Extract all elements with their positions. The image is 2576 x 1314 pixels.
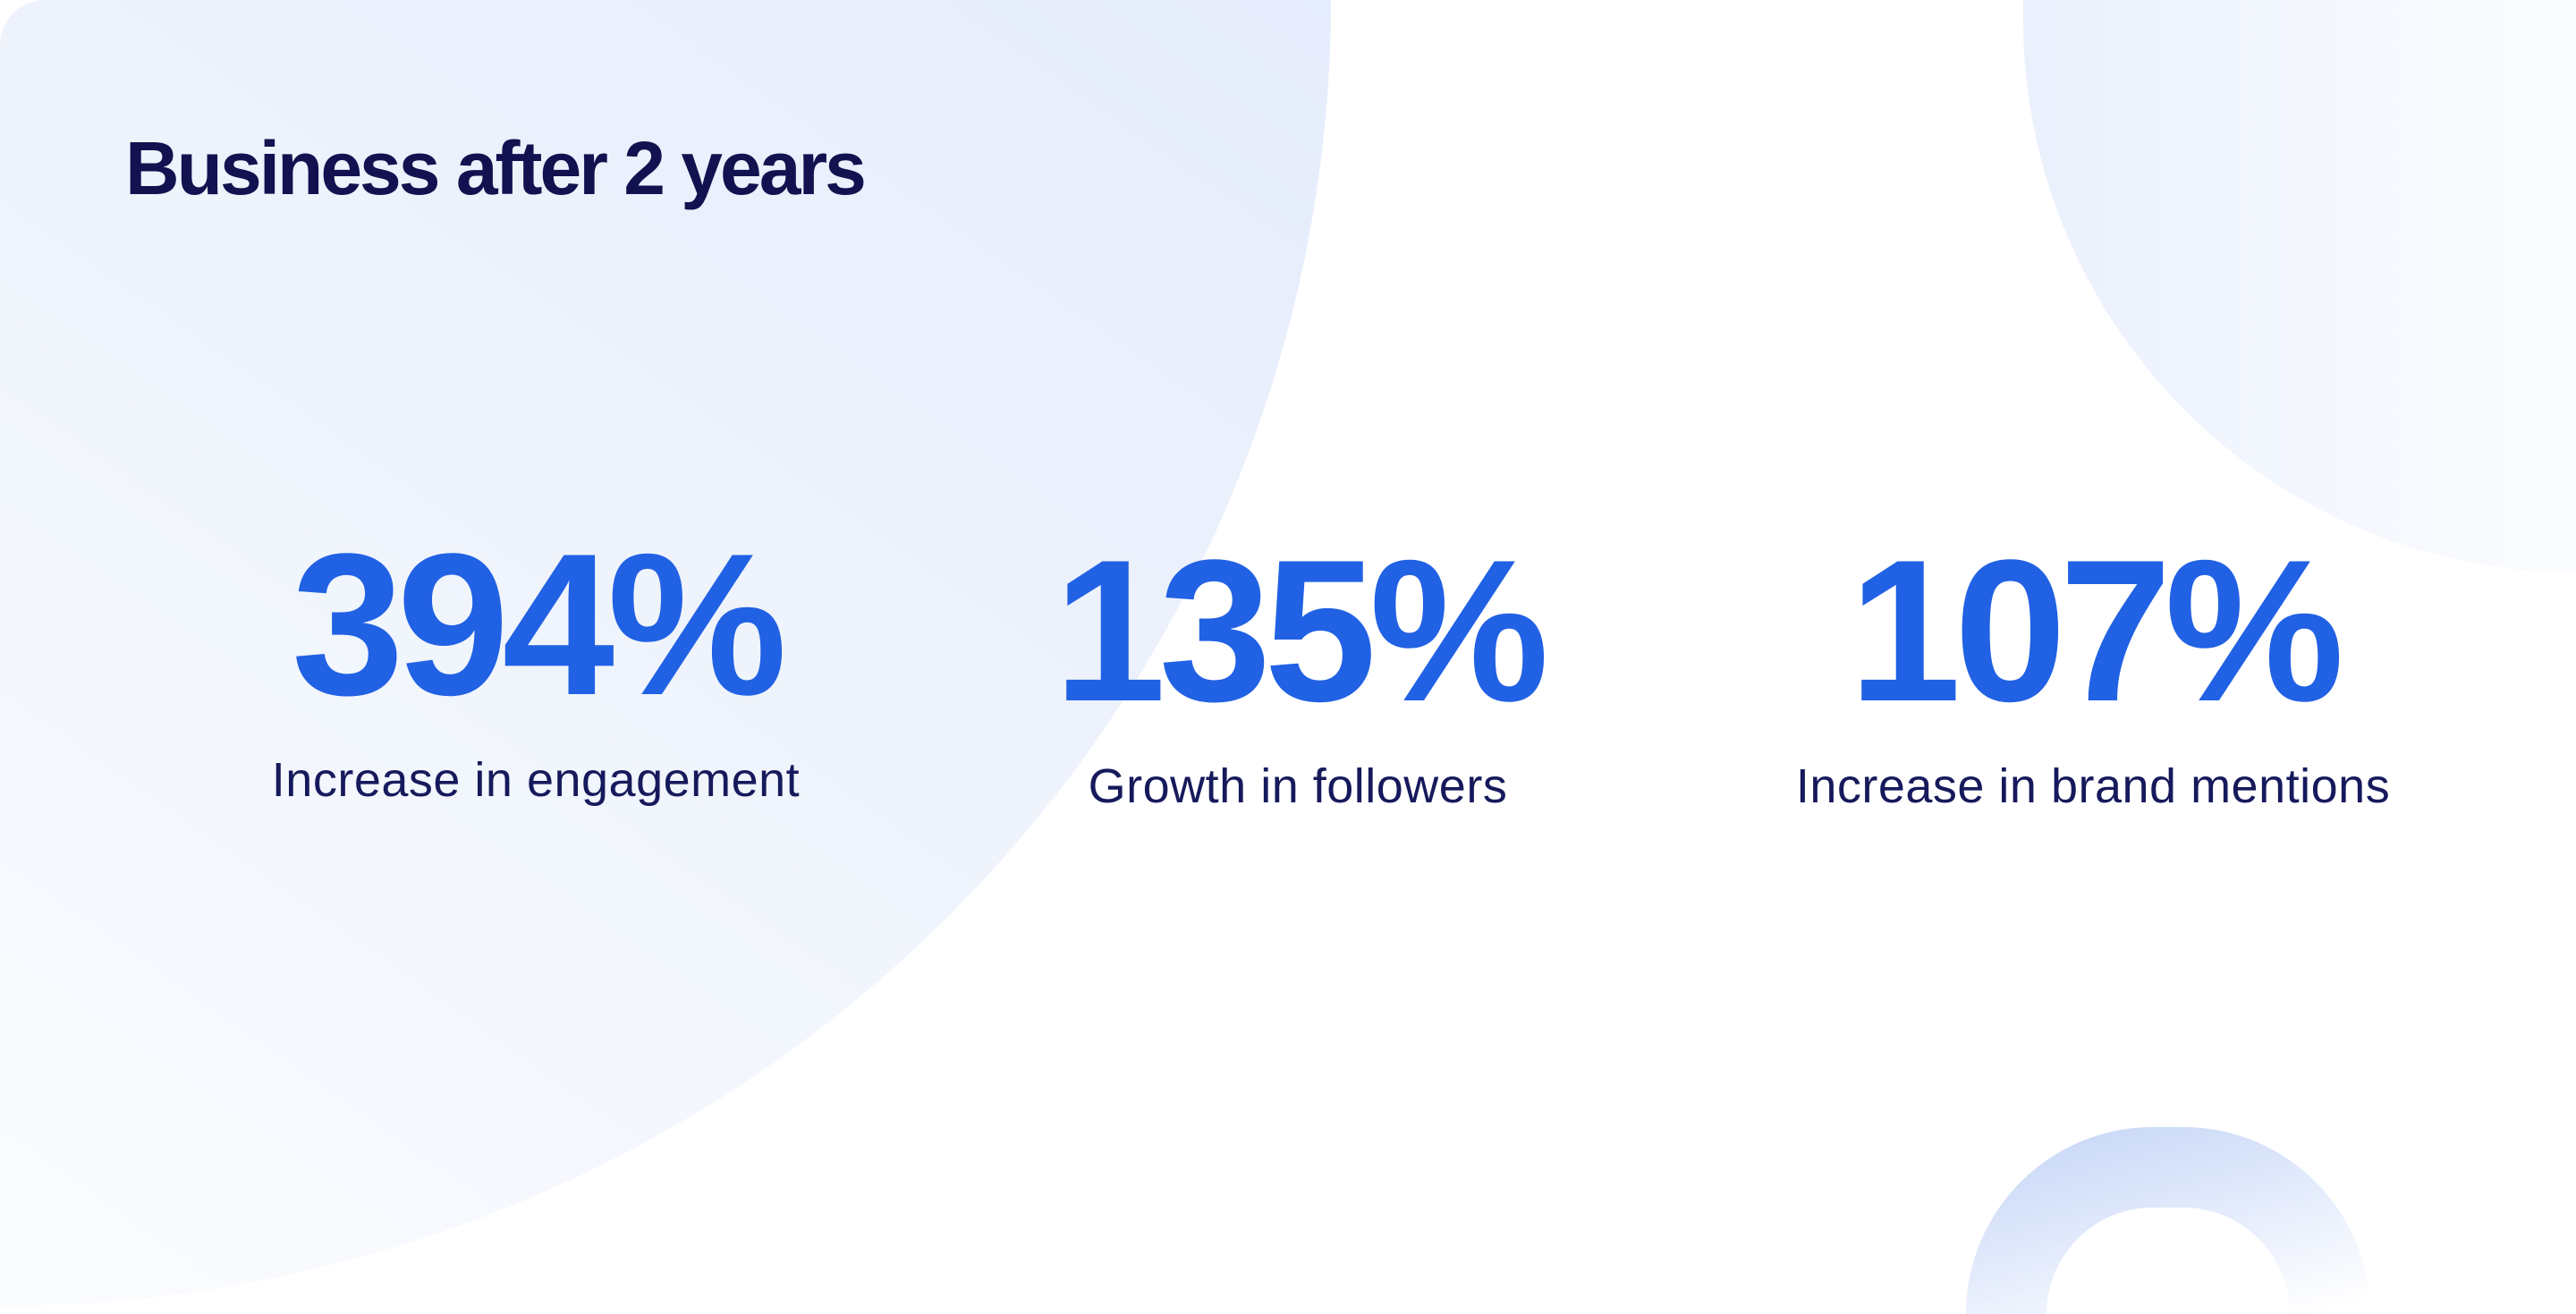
- stat-value: 135%: [1053, 517, 1549, 743]
- stat-followers: 135% Growth in followers: [895, 530, 1700, 814]
- stat-engagement: 394% Increase in engagement: [133, 523, 938, 808]
- stat-label: Growth in followers: [1088, 759, 1508, 813]
- stat-label: Increase in brand mentions: [1795, 759, 2391, 813]
- stat-brand-mentions: 107% Increase in brand mentions: [1690, 530, 2496, 814]
- stat-label: Increase in engagement: [271, 753, 801, 807]
- page-title: Business after 2 years: [125, 126, 867, 210]
- stat-value: 107%: [1848, 517, 2344, 743]
- background-shape-top-right: [2023, 0, 2576, 572]
- stat-value: 394%: [291, 511, 787, 737]
